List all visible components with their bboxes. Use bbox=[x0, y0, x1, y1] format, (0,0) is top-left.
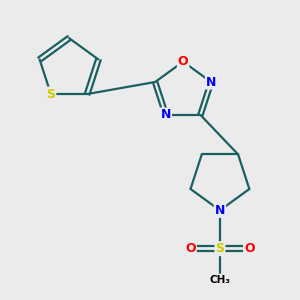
Text: N: N bbox=[160, 108, 171, 122]
Text: CH₃: CH₃ bbox=[209, 274, 230, 285]
Text: O: O bbox=[244, 242, 255, 255]
Text: O: O bbox=[185, 242, 196, 255]
Text: N: N bbox=[215, 204, 225, 217]
Text: O: O bbox=[178, 55, 188, 68]
Text: S: S bbox=[46, 88, 56, 100]
Text: S: S bbox=[215, 242, 224, 255]
Text: N: N bbox=[206, 76, 216, 88]
